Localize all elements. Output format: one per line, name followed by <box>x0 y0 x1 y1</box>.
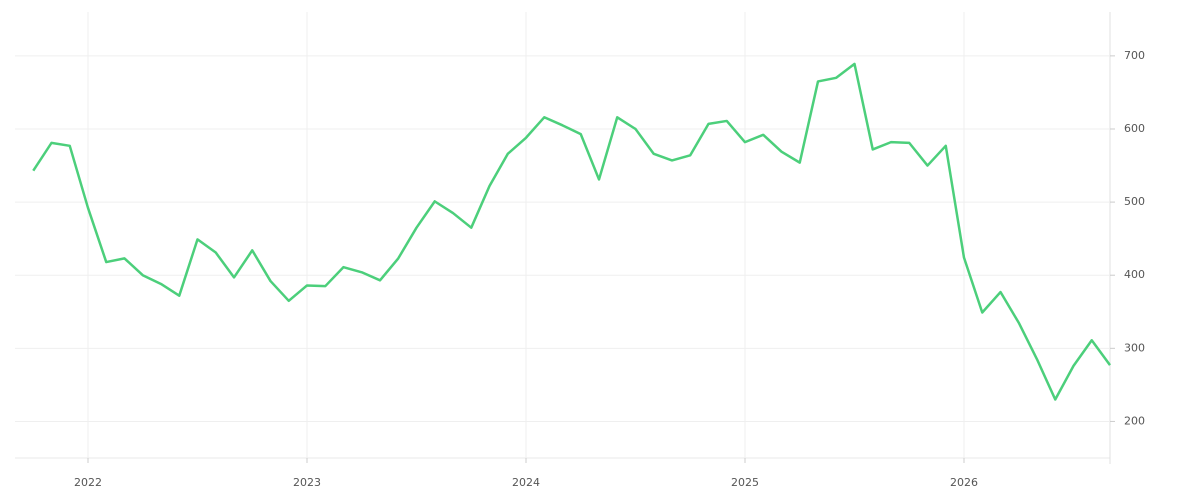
y-tick-label: 600 <box>1124 122 1145 135</box>
x-tick-label: 2024 <box>512 476 540 489</box>
y-tick-label: 300 <box>1124 341 1145 354</box>
data-line <box>32 62 1112 401</box>
y-tick-label: 200 <box>1124 414 1145 427</box>
x-tick-label: 2026 <box>950 476 978 489</box>
y-tick-label: 500 <box>1124 195 1145 208</box>
y-tick-label: 400 <box>1124 268 1145 281</box>
x-tick-label: 2022 <box>74 476 102 489</box>
x-tick-label: 2023 <box>293 476 321 489</box>
x-tick-label: 2025 <box>731 476 759 489</box>
y-tick-label: 700 <box>1124 49 1145 62</box>
